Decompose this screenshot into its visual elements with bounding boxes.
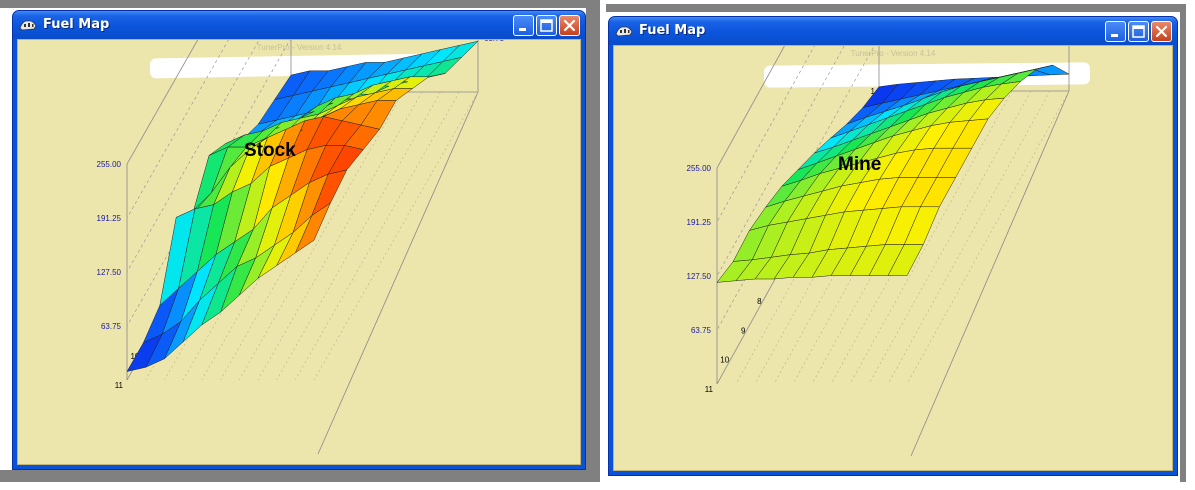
- row-label: 8: [757, 297, 762, 306]
- row-label: 9: [741, 326, 746, 335]
- gridline: [126, 40, 199, 165]
- desktop-background: [0, 0, 600, 8]
- z-tick-label-left: 127.50: [97, 268, 122, 277]
- minimize-icon: [519, 28, 526, 31]
- z-tick-label-left: 63.75: [691, 326, 712, 335]
- close-button[interactable]: [559, 15, 580, 36]
- chart-plot: 63.7563.75127.50127.50191.25191.25255.00…: [97, 40, 505, 455]
- maximize-button[interactable]: [1128, 21, 1149, 42]
- row-label: 11: [115, 381, 124, 390]
- gridline: [126, 40, 291, 327]
- z-tick-label-left: 127.50: [687, 272, 712, 281]
- desktop-background: [1180, 4, 1186, 482]
- axis-edge: [317, 91, 479, 455]
- minimize-icon: [1111, 34, 1118, 37]
- floor-gridline: [868, 90, 1032, 385]
- desktop-background: [0, 470, 600, 482]
- chart-plot: 63.7563.75127.50127.50191.25191.25255.00…: [687, 46, 1070, 457]
- floor-gridline: [906, 90, 1070, 385]
- floor-gridline: [257, 91, 423, 381]
- tunerpro-app-icon: [615, 26, 633, 37]
- z-tick-label-right: 63.75: [484, 40, 505, 43]
- floor-gridline: [238, 91, 404, 381]
- fuel-map-surface-chart: 63.7563.75127.50127.50191.25191.25255.00…: [687, 46, 1070, 457]
- tunerpro-app-icon: [19, 20, 37, 31]
- desktop-background: [606, 4, 1182, 12]
- maximize-button[interactable]: [536, 15, 557, 36]
- gridline: [716, 46, 875, 331]
- z-tick-label-left: 191.25: [687, 218, 712, 227]
- maximize-icon: [1132, 25, 1145, 38]
- floor-gridline: [313, 91, 479, 381]
- chart-title: Mine: [838, 154, 882, 175]
- gridline: [126, 40, 229, 219]
- version-label: TunerPro - Version 4.14: [850, 49, 936, 58]
- floor-gridline: [849, 90, 1013, 385]
- window-title: Fuel Map: [43, 17, 110, 32]
- row-label: 11: [705, 385, 714, 394]
- floor-gridline: [295, 91, 460, 381]
- minimize-button[interactable]: [513, 15, 534, 36]
- close-button[interactable]: [1151, 21, 1172, 42]
- row-label: 1: [871, 87, 876, 96]
- chart-area[interactable]: TunerPro - Version 4.14 63.75 63.75 127.50…: [17, 39, 581, 465]
- surface-cell: [126, 333, 163, 372]
- surface-cell: [716, 259, 753, 283]
- fuel-map-window-stock[interactable]: Fuel Map TunerPro - Version 4.14 63.75 63…: [12, 10, 586, 470]
- z-tick-label-left: 255.00: [687, 164, 712, 173]
- axis-edge: [716, 46, 785, 169]
- maximize-icon: [540, 19, 553, 32]
- floor-gridline: [887, 90, 1051, 385]
- axis-edge: [910, 90, 1070, 457]
- window-title: Fuel Map: [639, 23, 706, 38]
- title-bar[interactable]: Fuel Map: [13, 11, 585, 39]
- minimize-button[interactable]: [1105, 21, 1126, 42]
- close-icon: [563, 19, 576, 32]
- z-tick-label-left: 255.00: [97, 160, 122, 169]
- row-label: 10: [720, 356, 729, 365]
- chart-title: Stock: [244, 140, 296, 161]
- gridline: [126, 40, 260, 273]
- z-tick-label-left: 191.25: [97, 214, 122, 223]
- z-tick-label-left: 63.75: [101, 322, 122, 331]
- fuel-map-window-mine[interactable]: Fuel Map TunerPro - Version 4.14 63.7563…: [608, 16, 1178, 476]
- fuel-map-surface-chart: 63.7563.75127.50127.50191.25191.25255.00…: [97, 40, 505, 455]
- chart-area[interactable]: TunerPro - Version 4.14 63.7563.75127.50…: [613, 45, 1173, 471]
- floor-gridline: [276, 91, 441, 381]
- version-label: TunerPro - Version 4.14: [256, 43, 342, 52]
- close-icon: [1155, 25, 1168, 38]
- title-bar[interactable]: Fuel Map: [609, 17, 1177, 45]
- desktop-background: [586, 0, 600, 482]
